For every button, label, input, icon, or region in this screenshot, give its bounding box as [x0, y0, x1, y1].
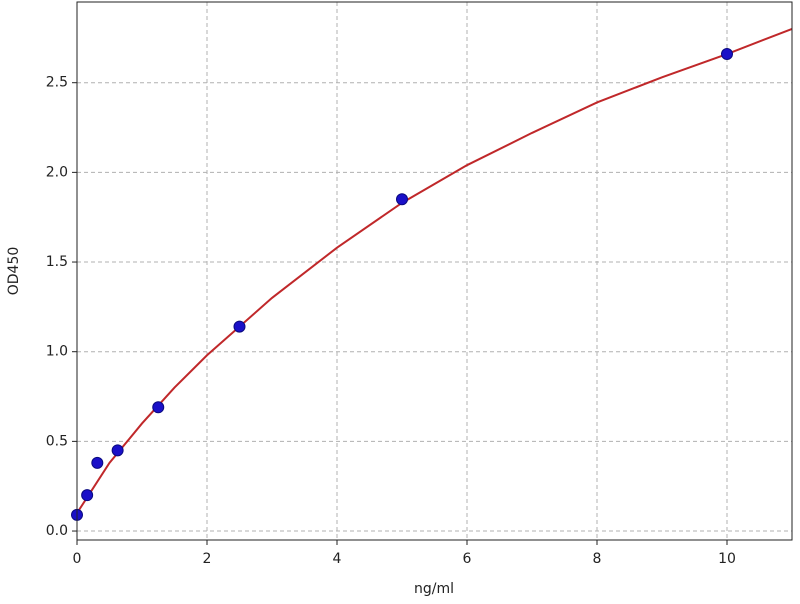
y-tick-label: 2.0	[46, 164, 68, 180]
data-point	[152, 401, 165, 414]
fit-curve	[76, 27, 793, 514]
x-axis-label: ng/ml	[414, 581, 454, 597]
y-tick-label: 0.0	[46, 523, 68, 539]
x-tick-label: 4	[333, 551, 342, 567]
y-tick-label: 0.5	[46, 433, 68, 449]
x-tick-label: 2	[203, 551, 212, 567]
data-point	[81, 489, 94, 502]
y-tick-label: 2.5	[46, 75, 68, 91]
data-point	[91, 456, 104, 469]
y-axis-label: OD450	[6, 247, 22, 296]
y-tick-label: 1.0	[46, 344, 68, 360]
x-tick-label: 0	[73, 551, 82, 567]
data-point	[111, 444, 124, 457]
x-tick-label: 8	[593, 551, 602, 567]
y-tick-label: 1.5	[46, 254, 68, 270]
x-tick-label: 10	[718, 551, 736, 567]
data-point	[721, 48, 733, 61]
plot-frame	[76, 1, 793, 541]
x-tick-label: 6	[463, 551, 472, 567]
data-point	[233, 320, 246, 333]
data-point	[396, 193, 408, 206]
